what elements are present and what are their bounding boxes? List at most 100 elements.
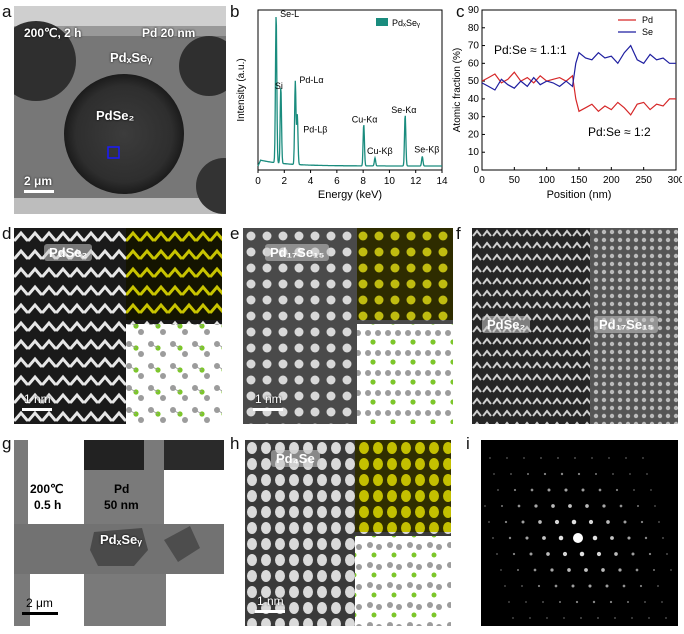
diffraction-spot [557,457,559,459]
y-tick-label: 40 [468,94,480,105]
diffraction-spot [650,489,652,491]
diffraction-spot [571,584,575,588]
scalebar-label-h: 1 nm [257,594,284,608]
panel-g: 200℃ 0.5 h Pd 50 nm PdₓSeᵧ 2 μm [14,440,224,626]
x-tick-label: 200 [603,175,620,186]
condition-a: 200℃, 2 h [24,26,82,40]
diffraction-spot [575,600,579,604]
diffraction-spot [635,568,639,572]
peak-label: Si [275,81,283,91]
diffraction-spot [546,552,550,556]
hole [179,36,226,96]
panel-a-micrograph [14,6,226,214]
y-axis-label: Atomic fraction (%) [452,48,463,132]
diffraction-spot [588,584,592,588]
diffraction-spot [567,568,571,572]
selection-box [107,146,120,159]
diffraction-spot [629,473,631,475]
diffraction-spot [584,568,588,572]
diffraction-spot [661,601,663,603]
diffraction-spot [542,601,544,603]
diffraction-spot [618,568,622,572]
diffraction-spot [523,457,525,459]
hole-center [64,74,184,194]
diffraction-spot [538,520,542,524]
panel-label-a: a [2,2,12,21]
diffraction-spot [497,489,499,491]
diffraction-spot [588,519,594,525]
diffraction-spot [562,551,568,557]
thickness-g-1: Pd [114,482,130,496]
panel-h: Pd₄Se 1 nm [245,440,451,626]
x-axis-label: Energy (keV) [318,189,382,201]
diffraction-spot [500,569,502,571]
diffraction-spot [521,520,525,524]
panel-f: PdSe₂ Pd₁₇Se₁₅ [472,228,678,424]
diffraction-spot [574,457,576,459]
x-tick-label: 10 [384,176,396,187]
diffraction-spot [525,601,527,603]
diffraction-spot [558,535,564,541]
x-tick-label: 0 [479,175,485,186]
diffraction-spot [602,504,606,508]
y-tick-label: 30 [468,112,480,123]
diffraction-spot [614,552,618,556]
y-tick-label: 0 [473,165,479,176]
diffraction-spot [623,520,627,524]
x-tick-label: 4 [308,176,314,187]
panel-label-d: d [2,224,12,243]
eds-spectrum-chart: 0 2 4 6 8 10 12 14 Energy (keV) Intensity (a.u.) S… [236,9,448,201]
diffraction-spot [550,568,554,572]
diffraction-spot [526,472,530,476]
diffraction-spot [612,473,614,475]
panel-label-g: g [2,434,12,453]
diffraction-spot [504,585,506,587]
diffraction-spot [665,617,667,619]
diffraction-spot [554,519,560,525]
diffraction-spot [530,488,534,492]
x-tick-label: 6 [334,176,340,187]
diffraction-spot [642,457,644,459]
x-axis-label: Position (nm) [547,189,612,201]
panel-label-i: i [466,434,470,453]
diffraction-spot [619,504,623,508]
diffraction-spot [534,504,538,508]
x-tick-label: 14 [436,176,448,187]
panel-i [481,440,678,626]
diffraction-spot [573,533,583,543]
panel-d: PdSe₂ 1 nm [14,228,222,424]
diffraction-spot [571,519,577,525]
diffraction-spot [585,504,589,508]
diffraction-spot [564,488,568,492]
phase-top-a: PdₓSeᵧ [110,50,153,65]
phase-label-h: Pd₄Se [271,450,320,467]
phase-center-a: PdSe₂ [96,108,135,123]
y-tick-label: 70 [468,41,480,52]
diffraction-spot [592,600,596,604]
diffraction-spot [517,504,521,508]
diffraction-spot [670,569,672,571]
diffraction-spot [533,568,537,572]
diffraction-spot [592,535,598,541]
diffraction-spot [580,617,582,619]
diffraction-spot [512,552,516,556]
atomic-model [357,324,453,424]
x-tick-label: 250 [635,175,652,186]
diffraction-spot [605,584,609,588]
diffraction-spot [492,537,494,539]
diffraction-spot [597,617,599,619]
diffraction-spot [640,520,644,524]
diffraction-spot [609,600,613,604]
diffraction-spot [525,536,529,540]
diffraction-spot [542,536,546,540]
diffraction-spot [568,504,572,508]
y-tick-label: 60 [468,58,480,69]
diffraction-spot [551,504,555,508]
diffraction-spot [516,568,520,572]
diffraction-spot [512,617,514,619]
y-tick-label: 20 [468,129,480,140]
phase-region [164,526,200,562]
y-tick-label: 10 [468,147,480,158]
diffraction-spot [644,536,648,540]
diffraction-spot [484,505,486,507]
